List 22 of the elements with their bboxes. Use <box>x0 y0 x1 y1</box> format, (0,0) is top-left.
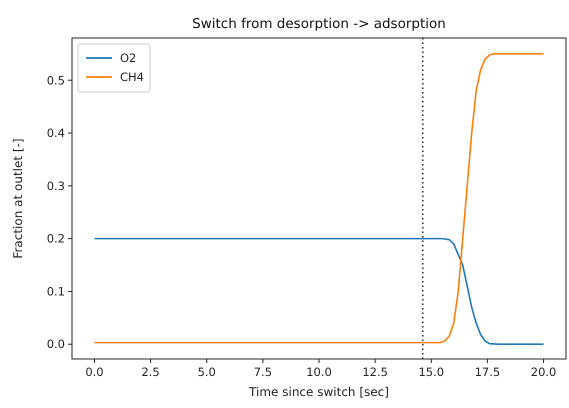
line-series <box>94 238 544 346</box>
y-axis-title: Fraction at outlet [-] <box>11 138 25 259</box>
y-tick-label: 0.5 <box>46 73 65 88</box>
legend-label: CH4 <box>120 70 144 84</box>
y-tick-label: 0.4 <box>46 126 65 140</box>
x-axis-title: Time since switch [sec] <box>248 385 389 399</box>
x-tick-label: 20.0 <box>530 365 556 379</box>
chart-title: Switch from desorption -> adsorption <box>192 16 446 32</box>
line-series <box>94 53 544 344</box>
x-tick-label: 10.0 <box>306 365 332 379</box>
y-tick-label: 0.0 <box>46 337 65 352</box>
x-tick-label: 2.5 <box>141 365 160 379</box>
x-tick-label: 0.0 <box>85 365 104 379</box>
x-tick-label: 7.5 <box>254 365 272 379</box>
x-tick-label: 17.5 <box>474 365 500 379</box>
x-tick-label: 12.5 <box>362 365 388 379</box>
x-tick-label: 5.0 <box>198 365 216 379</box>
x-tick-label: 15.0 <box>418 365 444 379</box>
y-tick-label: 0.2 <box>46 232 65 246</box>
legend-label: O2 <box>120 51 136 66</box>
y-tick-label: 0.1 <box>46 284 65 298</box>
y-tick-label: 0.3 <box>46 178 65 193</box>
